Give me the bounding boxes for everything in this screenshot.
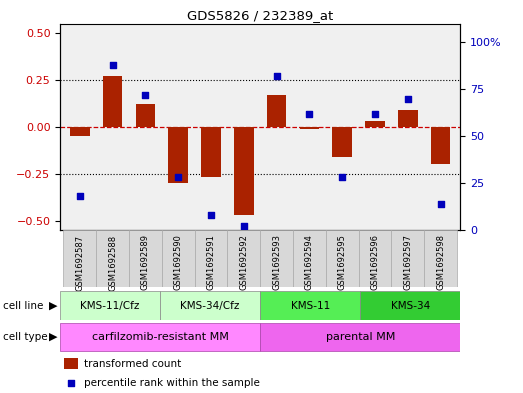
Point (305, 110, 314, 117)
Text: GSM1692592: GSM1692592 (240, 235, 248, 290)
Text: KMS-11: KMS-11 (291, 301, 330, 310)
Text: GSM1692594: GSM1692594 (305, 235, 314, 290)
Bar (267, 95, 287, 127)
Text: GSM1692593: GSM1692593 (272, 235, 281, 290)
Point (272, 73, 281, 79)
Text: KMS-34: KMS-34 (391, 301, 430, 310)
Text: transformed count: transformed count (84, 358, 181, 369)
Text: parental MM: parental MM (325, 332, 395, 342)
Text: carfilzomib-resistant MM: carfilzomib-resistant MM (92, 332, 229, 342)
Bar (391, 230, 424, 287)
Bar (70, 127, 89, 136)
Bar (300, 127, 319, 129)
Bar (195, 230, 228, 287)
Point (108, 62, 117, 68)
Point (358, 281, 366, 287)
Text: ▶: ▶ (49, 332, 57, 342)
Text: GSM1692595: GSM1692595 (338, 235, 347, 290)
Bar (168, 127, 188, 183)
Text: KMS-34/Cfz: KMS-34/Cfz (180, 301, 240, 310)
Bar (135, 104, 155, 127)
Bar (260, 323, 460, 351)
Text: GSM1692590: GSM1692590 (174, 235, 183, 290)
Point (76, 193, 84, 199)
Text: percentile rank within the sample: percentile rank within the sample (84, 378, 260, 388)
Text: ▶: ▶ (49, 301, 57, 310)
Point (371, 110, 379, 117)
Bar (234, 127, 254, 215)
Text: GSM1692598: GSM1692598 (436, 235, 445, 290)
Bar (260, 292, 360, 320)
Bar (64, 358, 78, 369)
Point (240, 223, 248, 229)
Point (436, 200, 445, 207)
Bar (326, 230, 359, 287)
Bar (162, 230, 195, 287)
Bar (424, 230, 457, 287)
Point (404, 95, 412, 102)
Bar (398, 110, 417, 127)
Bar (96, 230, 129, 287)
Bar (228, 230, 260, 287)
Point (338, 174, 346, 180)
Bar (160, 292, 260, 320)
Text: GSM1692588: GSM1692588 (108, 235, 117, 290)
Point (207, 212, 215, 218)
Text: GSM1692591: GSM1692591 (207, 235, 215, 290)
Title: GDS5826 / 232389_at: GDS5826 / 232389_at (187, 9, 333, 22)
Bar (260, 230, 293, 287)
Text: GSM1692597: GSM1692597 (403, 235, 412, 290)
Bar (60, 292, 160, 320)
Bar (332, 127, 352, 157)
Point (141, 92, 150, 98)
Bar (201, 127, 221, 177)
Text: GSM1692587: GSM1692587 (75, 235, 84, 290)
Bar (63, 230, 96, 287)
Text: cell type: cell type (3, 332, 47, 342)
Bar (60, 323, 260, 351)
Bar (103, 76, 122, 127)
Bar (359, 230, 391, 287)
Text: GSM1692589: GSM1692589 (141, 235, 150, 290)
Bar (293, 230, 326, 287)
Bar (360, 292, 460, 320)
Bar (365, 121, 385, 127)
Text: GSM1692596: GSM1692596 (370, 235, 380, 290)
Bar (431, 127, 450, 164)
Text: cell line: cell line (3, 301, 43, 310)
Text: KMS-11/Cfz: KMS-11/Cfz (81, 301, 140, 310)
Point (174, 174, 183, 180)
Bar (129, 230, 162, 287)
